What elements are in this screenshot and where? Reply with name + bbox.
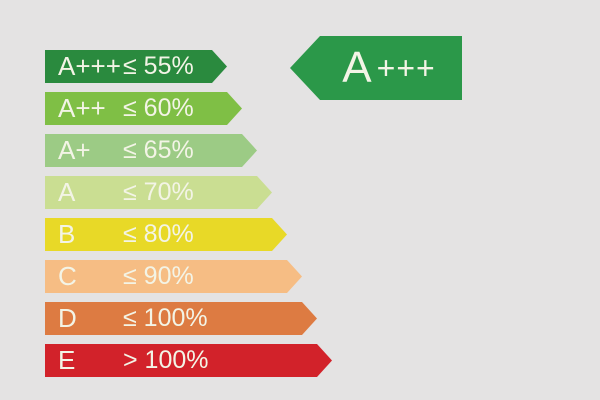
grade-label: A	[58, 177, 76, 207]
badge-grade-plus: +++	[376, 50, 436, 86]
rating-bar-row: A ≤ 70%	[45, 176, 332, 209]
rating-bar-arrow: A ≤ 70%	[45, 176, 272, 209]
grade-label: A+++	[58, 51, 121, 81]
threshold-label: ≤ 55%	[123, 52, 194, 80]
grade-label: D	[58, 303, 77, 333]
rating-bar-arrow: D ≤ 100%	[45, 302, 317, 335]
grade-label: A++	[58, 93, 106, 123]
threshold-label: ≤ 60%	[123, 94, 194, 122]
threshold-label: ≤ 100%	[123, 304, 208, 332]
rating-bar-arrow: C ≤ 90%	[45, 260, 302, 293]
rating-bar-arrow: E > 100%	[45, 344, 332, 377]
threshold-label: ≤ 80%	[123, 220, 194, 248]
grade-label: B	[58, 219, 76, 249]
threshold-label: ≤ 65%	[123, 136, 194, 164]
rating-bar-row: A+ ≤ 65%	[45, 134, 332, 167]
threshold-label: ≤ 70%	[123, 178, 194, 206]
rating-bar-row: A++ ≤ 60%	[45, 92, 332, 125]
threshold-label: ≤ 90%	[123, 262, 194, 290]
grade-label: A+	[58, 135, 91, 165]
badge-grade-letter: A	[342, 43, 372, 92]
selected-rating-badge: A +++	[290, 36, 462, 100]
grade-label: E	[58, 345, 76, 375]
grade-label: C	[58, 261, 77, 291]
rating-bar-arrow: B ≤ 80%	[45, 218, 287, 251]
rating-bar-row: A+++ ≤ 55%	[45, 50, 332, 83]
rating-bar-row: E > 100%	[45, 344, 332, 377]
threshold-label: > 100%	[123, 346, 209, 374]
rating-bar-row: C ≤ 90%	[45, 260, 332, 293]
rating-bar-row: B ≤ 80%	[45, 218, 332, 251]
rating-bar-arrow: A+++ ≤ 55%	[45, 50, 227, 83]
rating-scale: A+++ ≤ 55% A++ ≤ 60% A+ ≤ 65% A ≤ 70%	[45, 50, 332, 386]
rating-bar-arrow: A+ ≤ 65%	[45, 134, 257, 167]
rating-bar-row: D ≤ 100%	[45, 302, 332, 335]
rating-bar-arrow: A++ ≤ 60%	[45, 92, 242, 125]
